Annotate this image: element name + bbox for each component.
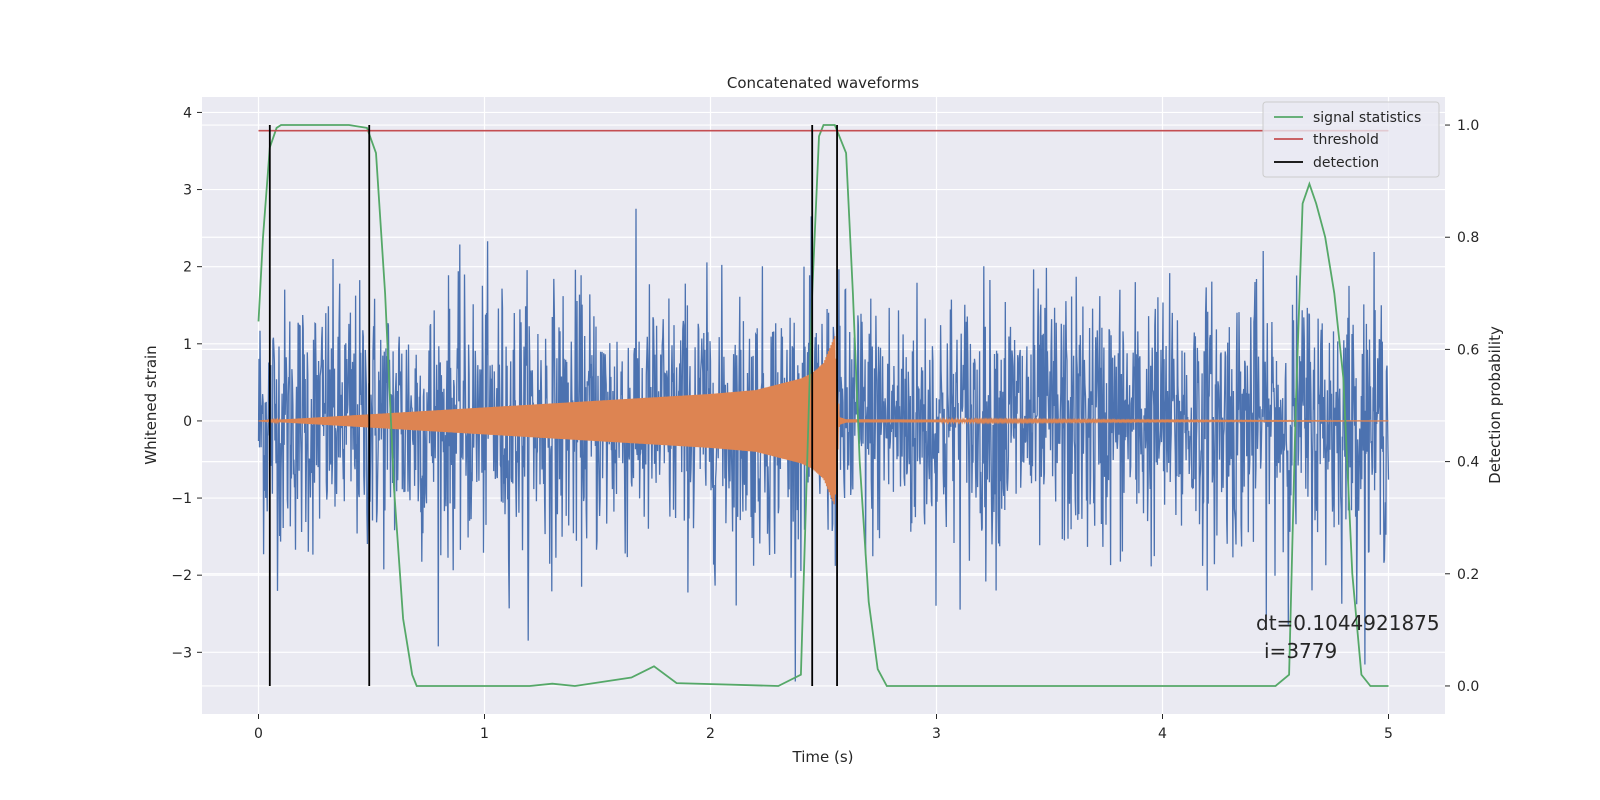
y-left-tick-label: −2 — [171, 568, 192, 584]
x-tick-label: 3 — [932, 726, 941, 742]
y-left-tick-label: 3 — [183, 183, 192, 199]
chart-title: Concatenated waveforms — [727, 74, 919, 92]
y-axis-right-label: Detection probability — [1486, 326, 1504, 484]
annotation-index: i=3779 — [1264, 639, 1337, 663]
series-signal-statistics — [257, 124, 1389, 687]
y-left-tick-label: 4 — [183, 105, 192, 121]
y-left-tick-label: −3 — [171, 645, 192, 661]
x-tick-label: 4 — [1158, 726, 1167, 742]
annotation-dt: dt=0.1044921875 — [1256, 611, 1440, 635]
series-chirp-waveform — [258, 336, 1389, 505]
y-right-tick-label: 1.0 — [1457, 118, 1479, 134]
ticks: 0 1 2 3 4 5 −3 −2 −1 0 1 2 3 4 0.0 0.2 0.4 0.6 0.8 1.0 — [171, 105, 1479, 742]
legend-label-signal-statistics: signal statistics — [1313, 110, 1421, 126]
y-right-tick-label: 0.2 — [1457, 567, 1479, 583]
y-right-tick-label: 0.0 — [1457, 679, 1479, 695]
y-left-tick-label: 2 — [183, 260, 192, 276]
x-axis-label: Time (s) — [792, 748, 854, 766]
y-axis-left-label: Whitened strain — [142, 345, 160, 464]
legend-box — [1262, 101, 1440, 178]
y-right-tick-label: 0.8 — [1457, 230, 1479, 246]
legend: signal statistics threshold detection — [1262, 101, 1440, 178]
x-tick-label: 0 — [254, 726, 263, 742]
y-left-tick-label: 0 — [183, 414, 192, 430]
y-right-tick-label: 0.6 — [1457, 342, 1479, 358]
plot-lines — [257, 124, 1390, 687]
y-left-tick-label: 1 — [183, 337, 192, 353]
y-left-tick-label: −1 — [171, 491, 192, 507]
y-right-tick-label: 0.4 — [1457, 455, 1479, 471]
x-tick-label: 1 — [480, 726, 489, 742]
x-tick-label: 2 — [706, 726, 715, 742]
legend-label-threshold: threshold — [1313, 132, 1379, 148]
legend-label-detection: detection — [1313, 155, 1379, 171]
x-tick-label: 5 — [1384, 726, 1393, 742]
